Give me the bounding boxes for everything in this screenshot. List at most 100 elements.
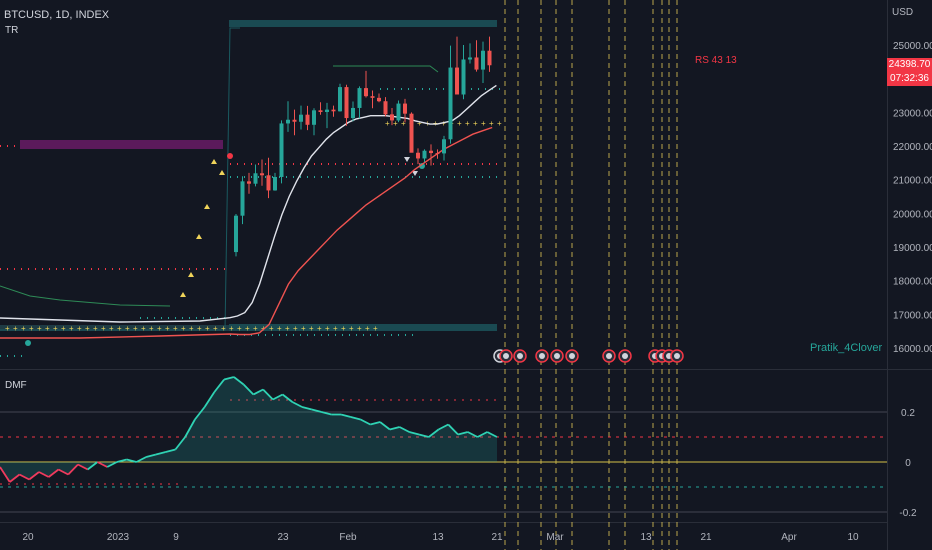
time-tick-label: 10: [847, 532, 859, 543]
dmf-line-segment: [9, 473, 21, 483]
dmf-area: [0, 377, 497, 482]
yellow-signal: +: [373, 324, 378, 333]
price-tick-label: 16000.00: [893, 344, 932, 355]
yellow-signal: +: [401, 119, 406, 128]
sell-triangle: [412, 171, 418, 176]
event-badge[interactable]: [499, 349, 513, 363]
event-badge[interactable]: [670, 349, 684, 363]
candle-body: [273, 176, 277, 191]
price-tick-label: 23000.00: [893, 108, 932, 119]
candle-body: [461, 59, 466, 95]
event-badge[interactable]: [513, 349, 527, 363]
yellow-signal: +: [125, 324, 130, 333]
support-band: [229, 324, 497, 331]
event-badge-flag: [569, 353, 575, 359]
dmf-line-segment: [174, 436, 186, 451]
candle-body: [474, 57, 479, 70]
dmf-line-segment: [58, 468, 69, 476]
yellow-signal: +: [497, 119, 502, 128]
candle-body: [435, 153, 440, 155]
yellow-signal: +: [69, 324, 74, 333]
yellow-signal: +: [253, 324, 258, 333]
yellow-signal: +: [149, 324, 154, 333]
candle-body: [481, 50, 485, 70]
dmf-line-segment: [136, 456, 147, 463]
step-line: [0, 27, 240, 331]
yellow-signal: +: [133, 324, 138, 333]
dmf-line-segment: [477, 431, 488, 438]
dmf-line-segment: [379, 421, 391, 431]
dmf-line-segment: [0, 466, 11, 483]
dmf-tick-label: 0.2: [901, 408, 915, 419]
candle: [344, 84, 349, 126]
yellow-signal: +: [157, 324, 162, 333]
candle: [240, 176, 245, 225]
yellow-signal: +: [349, 324, 354, 333]
signal-dot: [419, 163, 425, 169]
candle-body: [364, 88, 368, 97]
yellow-signal: +: [237, 324, 242, 333]
yellow-signal: +: [85, 324, 90, 333]
buy-triangle: [204, 204, 210, 209]
dmf-line-segment: [282, 393, 293, 403]
yellow-signal: +: [53, 324, 58, 333]
candle-body: [448, 67, 453, 140]
yellow-signal: +: [385, 119, 390, 128]
event-badge[interactable]: [602, 349, 616, 363]
dmf-line-segment: [486, 431, 498, 438]
yellow-signal: +: [245, 324, 250, 333]
dmf-line-segment: [116, 458, 127, 463]
symbol-title[interactable]: BTCUSD, 1D, INDEX: [4, 9, 110, 21]
yellow-signal: +: [173, 324, 178, 333]
dmf-line-segment: [87, 461, 98, 471]
candle: [305, 105, 310, 131]
event-badge[interactable]: [550, 349, 564, 363]
candle: [318, 102, 323, 115]
candle: [481, 41, 485, 84]
candle-body: [279, 123, 284, 177]
resistance-band: [229, 20, 497, 27]
purple-zone: [20, 140, 223, 149]
indicator-tr-label[interactable]: TR: [5, 25, 19, 36]
candle: [396, 100, 401, 123]
dmf-line-segment: [399, 426, 410, 433]
dmf-line-segment: [311, 408, 322, 413]
yellow-signal: +: [417, 119, 422, 128]
event-badge[interactable]: [618, 349, 632, 363]
event-badge[interactable]: [565, 349, 579, 363]
current-price-value: 24398.70: [888, 59, 931, 70]
candle: [461, 45, 466, 100]
candle-body: [299, 114, 303, 122]
dmf-line-segment: [262, 388, 274, 401]
candle-body: [305, 114, 310, 125]
yellow-signal: +: [5, 324, 10, 333]
candle-body: [351, 107, 355, 119]
event-badge[interactable]: [535, 349, 549, 363]
dmf-line-segment: [67, 463, 79, 476]
candle: [468, 43, 472, 64]
yellow-signal: +: [117, 324, 122, 333]
candle: [234, 214, 238, 257]
candle: [260, 159, 264, 186]
dmf-tick-label: -0.2: [899, 508, 917, 519]
candle-body: [422, 150, 427, 159]
yellow-signal: +: [457, 119, 462, 128]
candle-body: [292, 119, 297, 122]
dmf-line-segment: [389, 426, 400, 431]
indicator-dmf-label[interactable]: DMF: [5, 380, 27, 391]
yellow-signal: +: [285, 324, 290, 333]
dmf-line-segment: [203, 391, 216, 408]
yellow-signal: +: [325, 324, 330, 333]
candle-body: [468, 57, 472, 60]
candle: [338, 83, 342, 112]
dmf-line-segment: [213, 378, 225, 393]
event-badge-flag: [517, 353, 523, 359]
dmf-line-segment: [38, 471, 50, 478]
candle: [247, 172, 251, 194]
candle: [266, 157, 271, 199]
event-badge-flag: [539, 353, 545, 359]
candle-body: [357, 88, 362, 108]
yellow-signal: +: [489, 119, 494, 128]
dmf-line-segment: [360, 418, 371, 426]
